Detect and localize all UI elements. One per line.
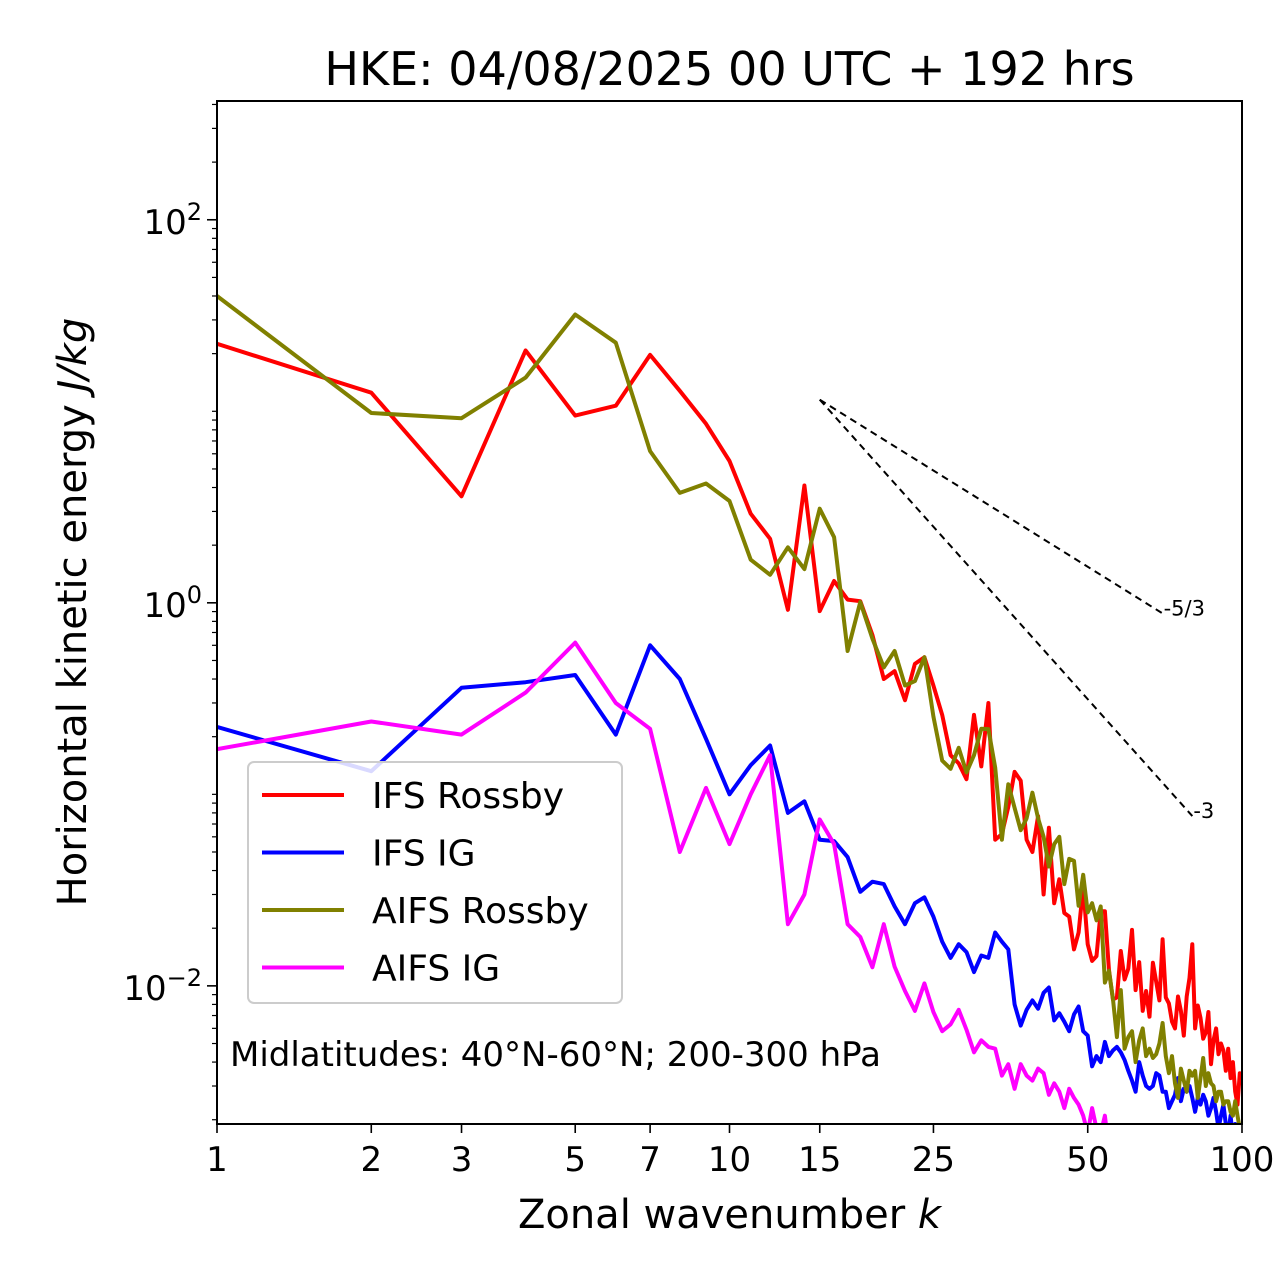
series-lines: [217, 294, 1242, 1124]
chart-title: HKE: 04/08/2025 00 UTC + 192 hrs: [324, 42, 1134, 96]
legend: IFS Rossby IFS IG AIFS Rossby AIFS IG: [247, 761, 623, 1004]
x-tick-label: 10: [708, 1140, 751, 1180]
series-line-ifs-ig: [217, 643, 1238, 1124]
x-tick-label: 1: [206, 1140, 228, 1180]
x-tick-label: 100: [1210, 1140, 1275, 1180]
y-tick-label: 10−2: [123, 964, 202, 1009]
plot-frame: [216, 100, 1243, 1125]
x-tick-label: 5: [564, 1140, 586, 1180]
x-tick-label: 2: [360, 1140, 382, 1180]
legend-label: IFS IG: [372, 834, 476, 875]
y-axis-label: Horizontal kinetic energy J/kg: [50, 318, 96, 907]
x-tick-label: 15: [798, 1140, 841, 1180]
legend-label: AIFS IG: [372, 949, 500, 990]
x-tick-label: 7: [639, 1140, 661, 1180]
legend-label: AIFS Rossby: [372, 891, 589, 932]
region-annotation: Midlatitudes: 40°N-60°N; 200-300 hPa: [230, 1035, 881, 1075]
reference-line-slope: [819, 398, 1164, 615]
y-tick-label: 102: [143, 198, 202, 243]
series-line-ifs-rossby: [217, 341, 1242, 1107]
x-tick-label: 3: [451, 1140, 473, 1180]
x-axis-ticks: 1 2 3 5 7 10 15 25 50 100: [206, 1124, 1274, 1180]
legend-label: IFS Rossby: [372, 776, 564, 817]
reference-slopes: -5/3 -3: [819, 398, 1214, 823]
x-tick-label: 25: [912, 1140, 955, 1180]
y-axis-ticks: 102 100 10−2: [123, 198, 217, 1009]
reference-line-slope: [819, 399, 1194, 817]
series-line-aifs-rossby: [217, 294, 1242, 1124]
y-tick-label: 100: [143, 581, 202, 626]
x-tick-label: 50: [1066, 1140, 1109, 1180]
legend-box: [247, 761, 623, 1004]
reference-line-label: -3: [1193, 799, 1214, 823]
x-axis-label: Zonal wavenumber k: [518, 1192, 943, 1238]
reference-line-label: -5/3: [1164, 596, 1205, 620]
series-line-aifs-ig: [217, 640, 1108, 1124]
